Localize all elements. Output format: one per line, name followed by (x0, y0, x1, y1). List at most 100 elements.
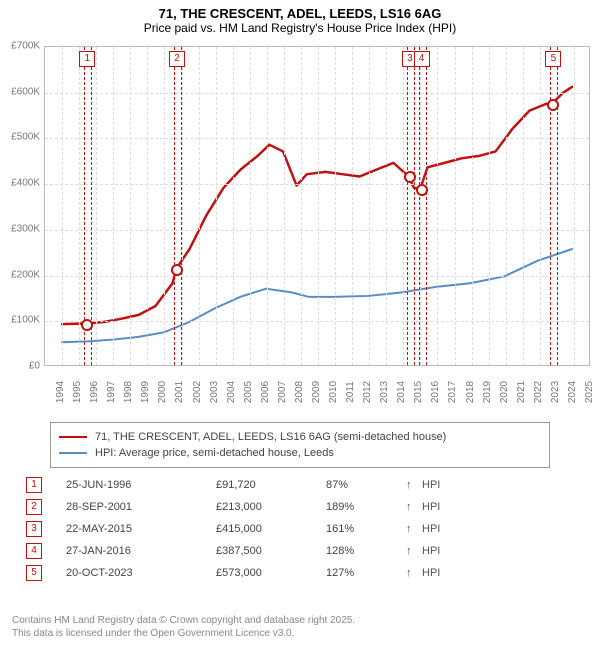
gridline-v (352, 47, 353, 365)
x-axis-label: 2026 (568, 381, 600, 403)
gridline-v (130, 47, 131, 365)
row-hpi-label: HPI (422, 523, 440, 535)
legend-swatch (59, 436, 87, 438)
y-axis-label: £500K (6, 132, 40, 143)
y-axis-label: £400K (6, 178, 40, 189)
gridline-v (284, 47, 285, 365)
row-index-box: 5 (26, 565, 42, 581)
gridline-v (250, 47, 251, 365)
sale-marker-box: 2 (169, 51, 185, 67)
gridline-v (216, 47, 217, 365)
gridline-v (472, 47, 473, 365)
row-index-box: 2 (26, 499, 42, 515)
sale-band (550, 47, 558, 365)
series-line (62, 87, 572, 324)
gridline-v (96, 47, 97, 365)
gridline-v (574, 47, 575, 365)
row-date: 28-SEP-2001 (66, 501, 216, 513)
sale-band (407, 47, 415, 365)
gridline-h (45, 321, 589, 322)
plot-area: 12345 (44, 46, 590, 366)
gridline-h (45, 230, 589, 231)
footer-line-2: This data is licensed under the Open Gov… (12, 627, 588, 640)
gridline-v (369, 47, 370, 365)
gridline-v (489, 47, 490, 365)
main-title: 71, THE CRESCENT, ADEL, LEEDS, LS16 6AG (0, 0, 600, 21)
row-price: £91,720 (216, 479, 326, 491)
y-axis-label: £200K (6, 269, 40, 280)
table-row: 125-JUN-1996£91,72087%↑HPI (26, 474, 574, 496)
sale-marker-box: 1 (79, 51, 95, 67)
subtitle: Price paid vs. HM Land Registry's House … (0, 21, 600, 35)
sale-band (84, 47, 92, 365)
gridline-v (506, 47, 507, 365)
gridline-v (147, 47, 148, 365)
row-price: £213,000 (216, 501, 326, 513)
sale-point-marker (81, 319, 93, 331)
transaction-table: 125-JUN-1996£91,72087%↑HPI228-SEP-2001£2… (26, 474, 574, 584)
up-arrow-icon: ↑ (406, 501, 422, 513)
gridline-v (267, 47, 268, 365)
table-row: 2 28-SEP-2001£213,000189%↑HPI (26, 496, 574, 518)
gridline-h (45, 138, 589, 139)
gridline-v (455, 47, 456, 365)
row-hpi-label: HPI (422, 501, 440, 513)
row-date: 25-JUN-1996 (66, 479, 216, 491)
gridline-v (540, 47, 541, 365)
legend-swatch (59, 452, 87, 454)
chart-lines (45, 47, 589, 365)
sale-point-marker (171, 264, 183, 276)
row-hpi-label: HPI (422, 567, 440, 579)
y-axis-label: £600K (6, 86, 40, 97)
row-date: 27-JAN-2016 (66, 545, 216, 557)
row-percent: 189% (326, 501, 406, 513)
gridline-h (45, 276, 589, 277)
legend-label: HPI: Average price, semi-detached house,… (95, 445, 334, 461)
sale-band (174, 47, 182, 365)
sale-band (419, 47, 427, 365)
gridline-v (403, 47, 404, 365)
legend-row: HPI: Average price, semi-detached house,… (59, 445, 541, 461)
row-index-box: 4 (26, 543, 42, 559)
gridline-v (437, 47, 438, 365)
chart: 12345 £0£100K£200K£300K£400K£500K£600K£7… (6, 46, 594, 414)
footer-line-1: Contains HM Land Registry data © Crown c… (12, 614, 588, 627)
row-percent: 87% (326, 479, 406, 491)
row-price: £573,000 (216, 567, 326, 579)
row-index-box: 1 (26, 477, 42, 493)
gridline-v (62, 47, 63, 365)
row-date: 20-OCT-2023 (66, 567, 216, 579)
footer: Contains HM Land Registry data © Crown c… (12, 614, 588, 640)
gridline-v (523, 47, 524, 365)
gridline-v (318, 47, 319, 365)
table-row: 5 20-OCT-2023£573,000127%↑HPI (26, 562, 574, 584)
gridline-v (386, 47, 387, 365)
table-row: 427-JAN-2016£387,500128%↑HPI (26, 540, 574, 562)
row-date: 22-MAY-2015 (66, 523, 216, 535)
gridline-v (233, 47, 234, 365)
row-percent: 128% (326, 545, 406, 557)
gridline-h (45, 93, 589, 94)
row-hpi-label: HPI (422, 479, 440, 491)
gridline-v (335, 47, 336, 365)
row-percent: 161% (326, 523, 406, 535)
row-price: £387,500 (216, 545, 326, 557)
up-arrow-icon: ↑ (406, 567, 422, 579)
sale-marker-box: 4 (414, 51, 430, 67)
y-axis-label: £100K (6, 315, 40, 326)
row-percent: 127% (326, 567, 406, 579)
row-index-box: 3 (26, 521, 42, 537)
gridline-v (79, 47, 80, 365)
gridline-v (164, 47, 165, 365)
sale-marker-box: 5 (545, 51, 561, 67)
sale-point-marker (547, 99, 559, 111)
y-axis-label: £700K (6, 41, 40, 52)
row-hpi-label: HPI (422, 545, 440, 557)
up-arrow-icon: ↑ (406, 523, 422, 535)
gridline-v (199, 47, 200, 365)
legend-row: 71, THE CRESCENT, ADEL, LEEDS, LS16 6AG … (59, 429, 541, 445)
gridline-h (45, 184, 589, 185)
sale-point-marker (416, 184, 428, 196)
row-price: £415,000 (216, 523, 326, 535)
gridline-v (301, 47, 302, 365)
